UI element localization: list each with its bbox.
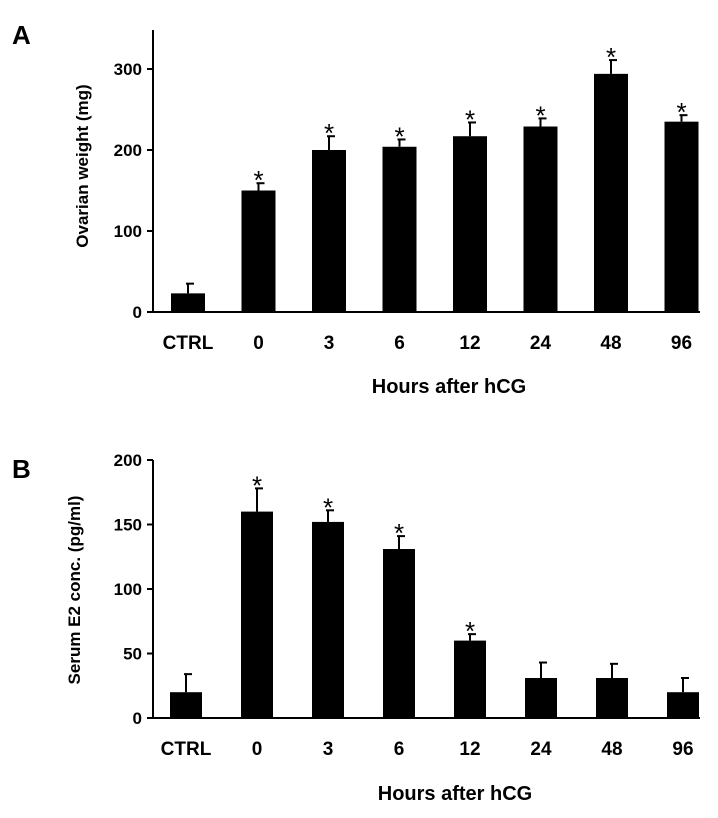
bar-b: [596, 678, 628, 718]
y-tick-label-b: 200: [114, 451, 142, 470]
bar-a: [664, 121, 699, 313]
category-label-a: 12: [459, 333, 480, 354]
panel-b: B Serum E2 conc. (pg/ml) Hours after hCG…: [12, 451, 700, 805]
y-tick-label-b: 0: [133, 709, 142, 728]
significance-mark-a: *: [676, 97, 686, 127]
y-tick-label-b: 50: [123, 645, 142, 664]
x-axis-title-b: Hours after hCG: [378, 783, 532, 805]
category-label-b: 0: [252, 739, 263, 760]
bar-a: [312, 150, 346, 312]
significance-mark-a: *: [535, 100, 545, 130]
bar-b: [241, 511, 273, 718]
bar-b: [525, 678, 557, 718]
category-label-a: 6: [394, 333, 405, 354]
y-tick-label-a: 0: [133, 303, 142, 322]
y-tick-label-a: 100: [114, 222, 142, 241]
category-label-b: 3: [323, 739, 334, 760]
significance-mark-b: *: [394, 518, 404, 548]
y-tick-label-b: 100: [114, 580, 142, 599]
category-label-b: 24: [530, 739, 552, 760]
significance-mark-b: *: [323, 492, 333, 522]
y-tick-label-a: 300: [114, 60, 142, 79]
panel-a: A Ovarian weight (mg) Hours after hCG 0 1…: [12, 20, 700, 398]
category-label-a: CTRL: [163, 333, 214, 354]
category-label-a: 24: [530, 333, 552, 354]
y-axis-title-b: Serum E2 conc. (pg/ml): [65, 496, 84, 685]
category-label-a: 96: [671, 333, 692, 354]
significance-mark-a: *: [324, 118, 334, 148]
panel-letter-b: B: [12, 454, 31, 484]
y-tick-label-b: 150: [114, 516, 142, 535]
bar-a: [171, 293, 205, 312]
bar-a: [382, 146, 417, 312]
category-label-a: 3: [324, 333, 335, 354]
bar-b: [312, 521, 344, 718]
bar-b: [170, 692, 202, 718]
bar-b: [454, 640, 486, 718]
category-label-a: 0: [253, 333, 264, 354]
bar-a: [594, 73, 628, 312]
bar-b: [667, 692, 699, 718]
category-label-b: 96: [672, 739, 693, 760]
y-tick-label-a: 200: [114, 141, 142, 160]
significance-mark-a: *: [465, 104, 475, 134]
bar-a: [523, 126, 558, 312]
significance-mark-a: *: [606, 42, 616, 72]
significance-mark-a: *: [394, 121, 404, 151]
category-label-b: 6: [394, 739, 405, 760]
bar-a: [453, 136, 487, 312]
category-label-a: 48: [600, 333, 621, 354]
bar-a: [241, 190, 276, 312]
panel-letter-a: A: [12, 20, 31, 50]
significance-mark-b: *: [252, 470, 262, 500]
category-label-b: 48: [601, 739, 622, 760]
bar-b: [383, 549, 415, 718]
category-label-b: 12: [459, 739, 480, 760]
significance-mark-b: *: [465, 616, 475, 646]
significance-mark-a: *: [253, 165, 263, 195]
plot-area-b: 0 50 100 150 200 CTRL * 0 * 3 * 6 * 12 24 48 96: [114, 451, 700, 760]
category-label-b: CTRL: [161, 739, 212, 760]
y-axis-title-a: Ovarian weight (mg): [73, 84, 92, 247]
plot-area-a: 0 100 200 300 CTRL * 0 * 3 * 6 * 12 * 24 * 48 * 96: [114, 30, 700, 354]
x-axis-title-a: Hours after hCG: [372, 376, 526, 398]
